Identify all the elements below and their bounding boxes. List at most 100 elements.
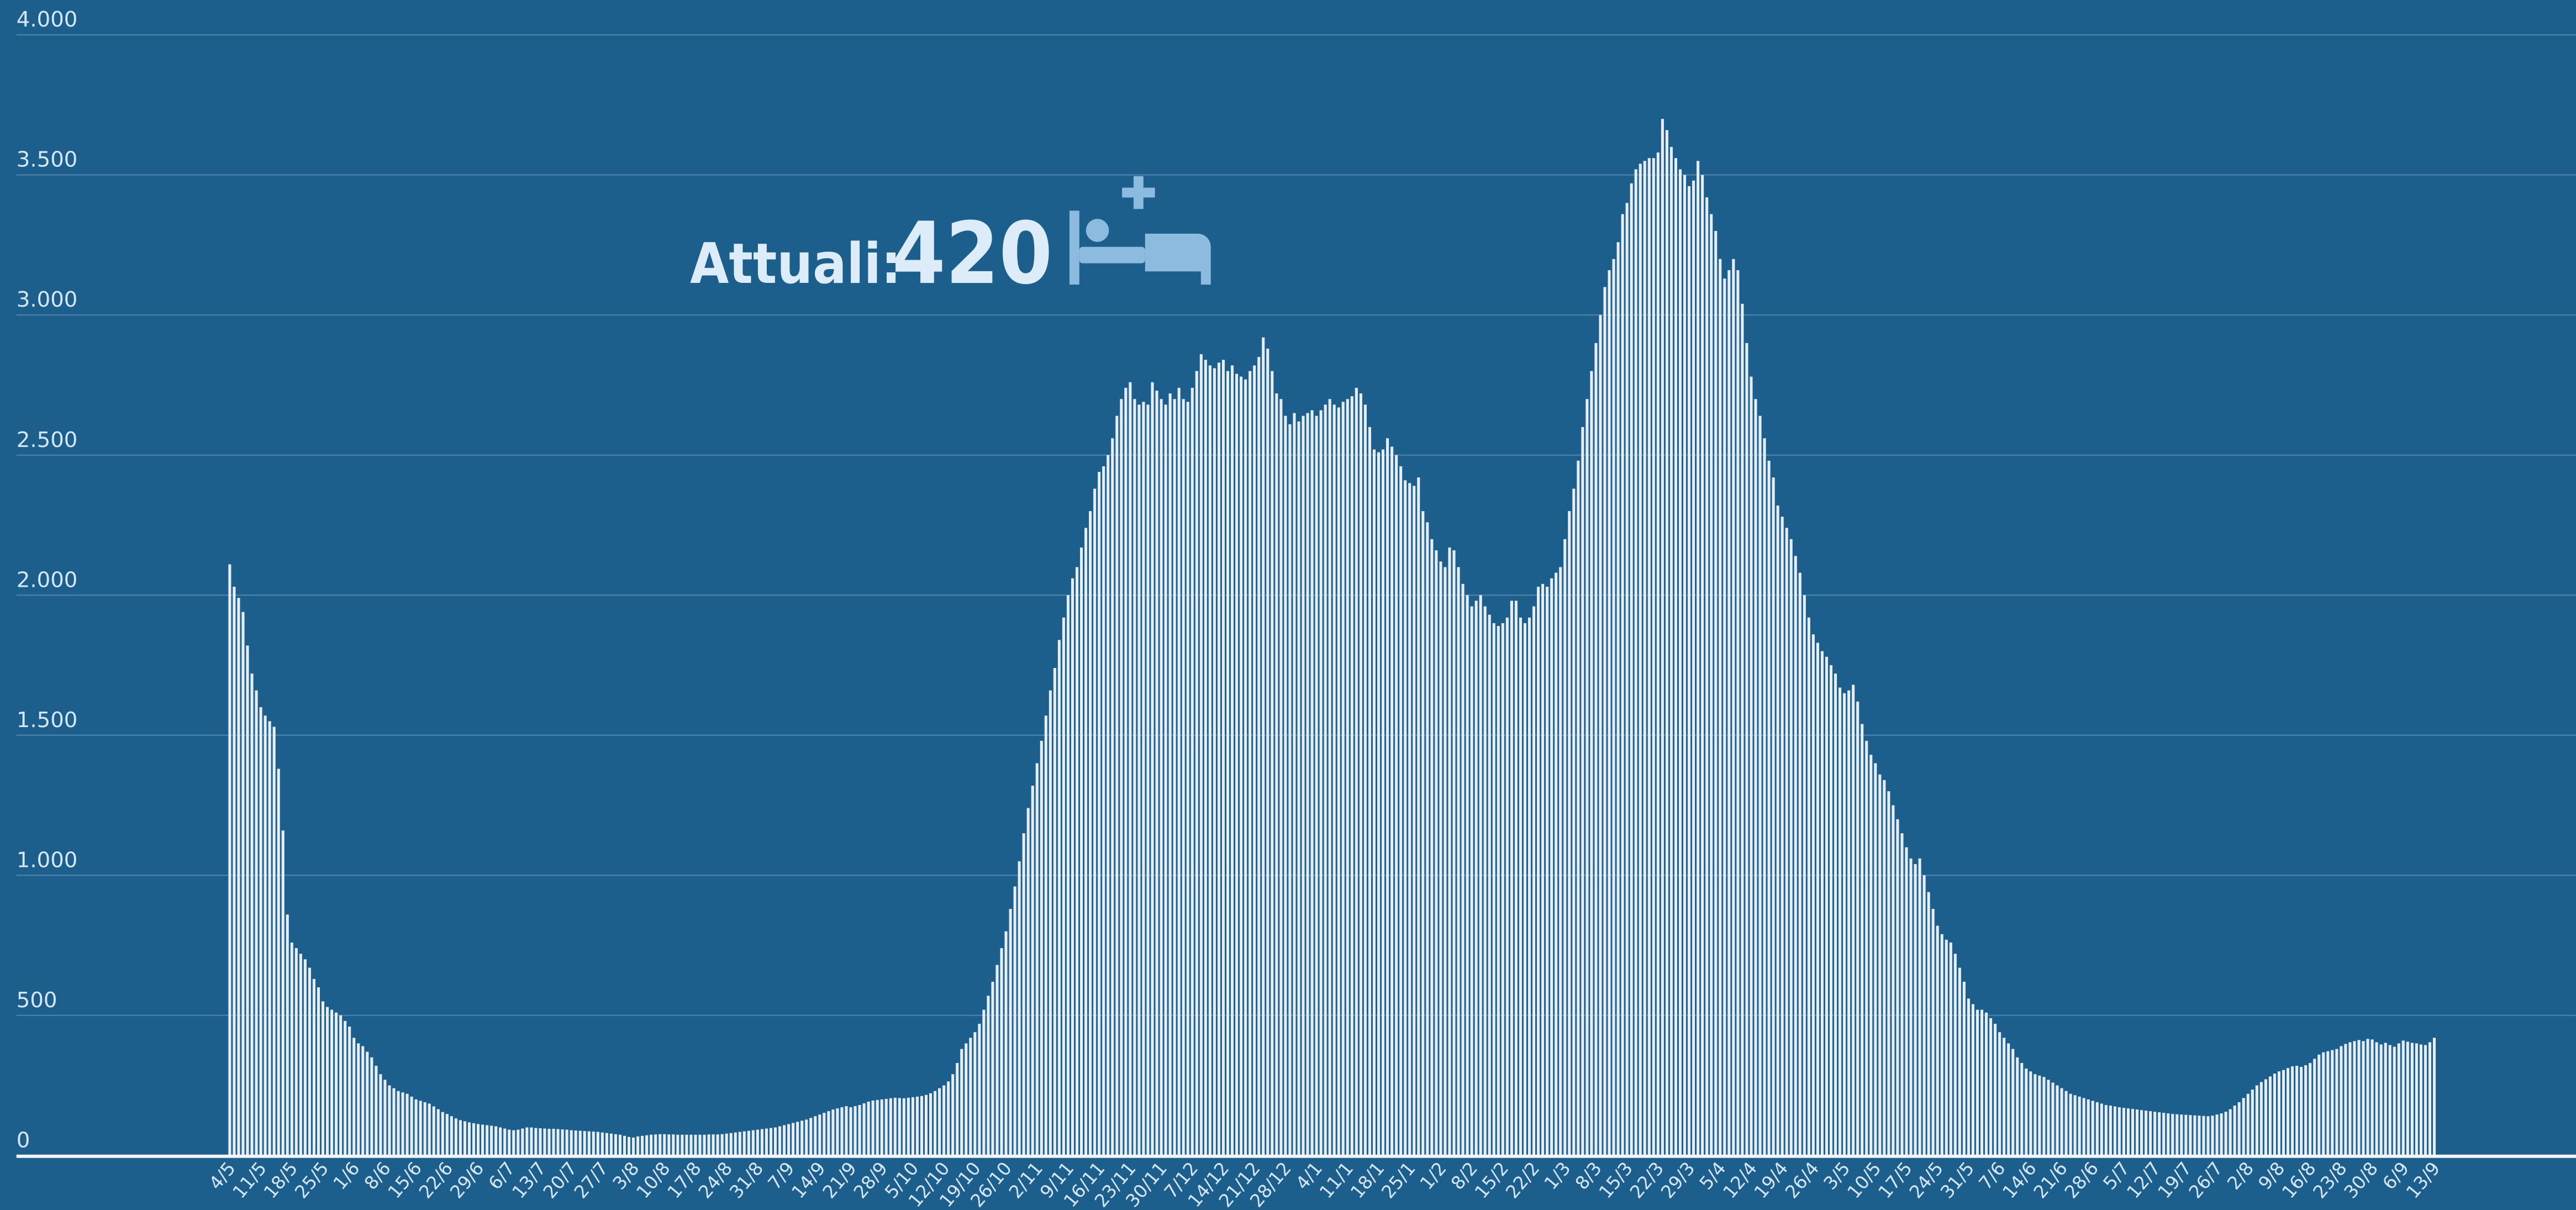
bar (525, 1127, 529, 1156)
bar (1341, 402, 1345, 1156)
bar (965, 1043, 968, 1156)
bar (1275, 393, 1278, 1156)
bar (383, 1080, 387, 1156)
bar (1133, 399, 1136, 1156)
bar (228, 564, 231, 1156)
bar (1555, 572, 1558, 1156)
bar (2370, 1039, 2374, 1156)
bar (915, 1096, 919, 1156)
bar (1594, 343, 1598, 1156)
bar (2410, 1043, 2414, 1156)
bar (628, 1137, 631, 1156)
bar (2047, 1080, 2050, 1156)
bar (703, 1134, 706, 1156)
bar (2042, 1077, 2046, 1156)
bar (1807, 617, 1810, 1156)
y-tick-label: 0 (17, 1128, 30, 1153)
bar (2322, 1052, 2325, 1156)
bar (1168, 393, 1172, 1156)
bar (2242, 1098, 2245, 1156)
bar (2331, 1050, 2334, 1156)
bar (1874, 763, 1877, 1156)
bar (1474, 601, 1478, 1156)
bar (756, 1129, 759, 1156)
bar (778, 1126, 782, 1156)
bar (672, 1134, 675, 1156)
bar (521, 1128, 524, 1156)
bar (2255, 1085, 2258, 1156)
bar (1931, 909, 1935, 1156)
bar (2313, 1059, 2316, 1156)
bar (481, 1124, 484, 1156)
bar (463, 1121, 466, 1156)
bar (1195, 371, 1198, 1156)
bar (2184, 1114, 2188, 1156)
bar (1563, 539, 1567, 1156)
bar (929, 1093, 933, 1156)
bar (1235, 373, 1239, 1156)
bar (1244, 379, 1247, 1156)
bar (574, 1130, 577, 1156)
bar (2158, 1112, 2161, 1156)
bar (1639, 164, 1642, 1156)
bar (1719, 259, 1722, 1156)
bar (773, 1127, 777, 1156)
bar (1665, 130, 1668, 1156)
bar (1315, 415, 1318, 1156)
bar (2175, 1114, 2179, 1156)
bar (667, 1134, 671, 1156)
bar (1723, 278, 1726, 1156)
bar (823, 1113, 826, 1156)
bar (1865, 740, 1868, 1156)
bar (1120, 399, 1123, 1156)
bar (2309, 1062, 2312, 1156)
bar (1355, 387, 1358, 1156)
bar (1466, 595, 1469, 1156)
bar (578, 1130, 582, 1156)
bar (1350, 396, 1353, 1156)
bar (725, 1133, 728, 1156)
bar (902, 1098, 905, 1156)
bar (1452, 550, 1456, 1156)
bar (1922, 875, 1926, 1156)
bar (1160, 399, 1163, 1156)
bar (423, 1102, 426, 1156)
bar (2233, 1105, 2236, 1156)
bar (1151, 382, 1154, 1156)
bar (2379, 1044, 2383, 1156)
bar (720, 1134, 724, 1156)
bar (1240, 376, 1243, 1156)
bar (2282, 1070, 2285, 1156)
bar (432, 1106, 435, 1156)
bar (1647, 158, 1651, 1156)
bar (751, 1130, 755, 1156)
bar (1044, 716, 1047, 1156)
bar (339, 1015, 343, 1156)
bar (769, 1128, 773, 1156)
bar (1213, 368, 1216, 1156)
bar (2317, 1054, 2321, 1156)
bar (1319, 410, 1323, 1156)
bar (503, 1128, 507, 1156)
bar (2016, 1057, 2019, 1156)
bar (1359, 393, 1362, 1156)
bar (707, 1134, 710, 1156)
bar (530, 1127, 533, 1156)
bar (392, 1088, 396, 1156)
bar (494, 1126, 498, 1156)
bar (1767, 460, 1771, 1156)
bar (1727, 270, 1731, 1156)
bar (2246, 1093, 2250, 1156)
bar (2162, 1113, 2166, 1156)
bar (2237, 1102, 2241, 1156)
bar (2011, 1049, 2015, 1156)
bar (1856, 701, 1859, 1156)
bar (938, 1088, 941, 1156)
bar (2007, 1043, 2010, 1156)
bar (1009, 909, 1012, 1156)
bar (233, 586, 236, 1156)
bar (561, 1129, 564, 1156)
bar (2126, 1108, 2130, 1156)
bar (1084, 528, 1088, 1156)
